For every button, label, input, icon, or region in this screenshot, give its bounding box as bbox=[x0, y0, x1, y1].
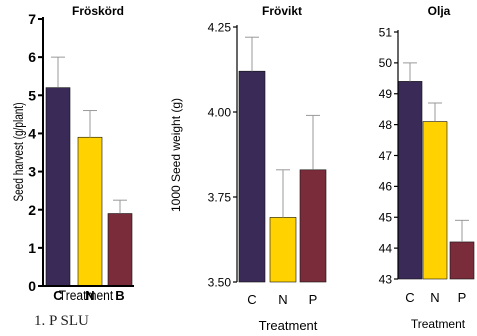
y-tick-label: 43 bbox=[379, 272, 393, 286]
y-tick-label: 4.00 bbox=[208, 105, 232, 119]
x-axis-label: Treatment bbox=[59, 287, 114, 303]
bar-c bbox=[397, 81, 423, 280]
y-tick-label: 7 bbox=[28, 11, 36, 27]
y-axis-label: Seed harvest (g/plant) bbox=[10, 102, 26, 201]
bar-c bbox=[45, 87, 71, 287]
y-tick-label: 1 bbox=[28, 240, 36, 256]
bar-b bbox=[107, 213, 133, 287]
y-tick-label: 2 bbox=[28, 202, 36, 218]
x-tick-label: P bbox=[309, 292, 318, 307]
bar-n bbox=[77, 136, 103, 287]
y-tick-label: 3.75 bbox=[208, 190, 232, 204]
y-axis-label: 1000 Seed weight (g) bbox=[169, 98, 183, 212]
x-axis-label: Treatment bbox=[411, 317, 466, 331]
y-tick-label: 6 bbox=[28, 49, 36, 65]
y-tick-label: 49 bbox=[379, 87, 393, 101]
bar-n bbox=[422, 121, 448, 280]
y-tick-label: 4 bbox=[28, 125, 36, 141]
y-tick-label: 44 bbox=[379, 241, 393, 255]
x-axis-label: Treatment bbox=[259, 318, 318, 333]
y-tick-label: 3 bbox=[28, 164, 36, 180]
bar-p bbox=[299, 169, 327, 283]
bar-c bbox=[238, 70, 266, 283]
y-tick-label: 0 bbox=[28, 278, 36, 294]
x-tick-label: N bbox=[430, 290, 439, 305]
figure-caption: 1. P SLU bbox=[34, 313, 89, 329]
y-tick-label: 5 bbox=[28, 87, 36, 103]
y-tick-label: 45 bbox=[379, 211, 393, 225]
x-tick-label: P bbox=[458, 290, 467, 305]
y-tick-label: 51 bbox=[379, 25, 393, 39]
y-tick-label: 3.50 bbox=[208, 275, 232, 289]
y-tick-label: 4.25 bbox=[208, 20, 232, 34]
chart-title: Frövikt bbox=[262, 4, 302, 18]
x-tick-label: N bbox=[85, 288, 94, 303]
x-tick-label: C bbox=[247, 292, 256, 307]
x-tick-label: B bbox=[115, 288, 124, 303]
bar-p bbox=[449, 241, 475, 280]
y-tick-label: 50 bbox=[379, 56, 393, 70]
y-tick-label: 47 bbox=[379, 149, 393, 163]
x-tick-label: C bbox=[53, 288, 63, 303]
x-tick-label: C bbox=[405, 290, 414, 305]
chart-title: Fröskörd bbox=[72, 4, 124, 18]
bar-n bbox=[269, 217, 297, 283]
y-tick-label: 48 bbox=[379, 118, 393, 132]
x-tick-label: N bbox=[278, 292, 287, 307]
chart-title: Olja bbox=[428, 4, 451, 18]
y-tick-label: 46 bbox=[379, 180, 393, 194]
